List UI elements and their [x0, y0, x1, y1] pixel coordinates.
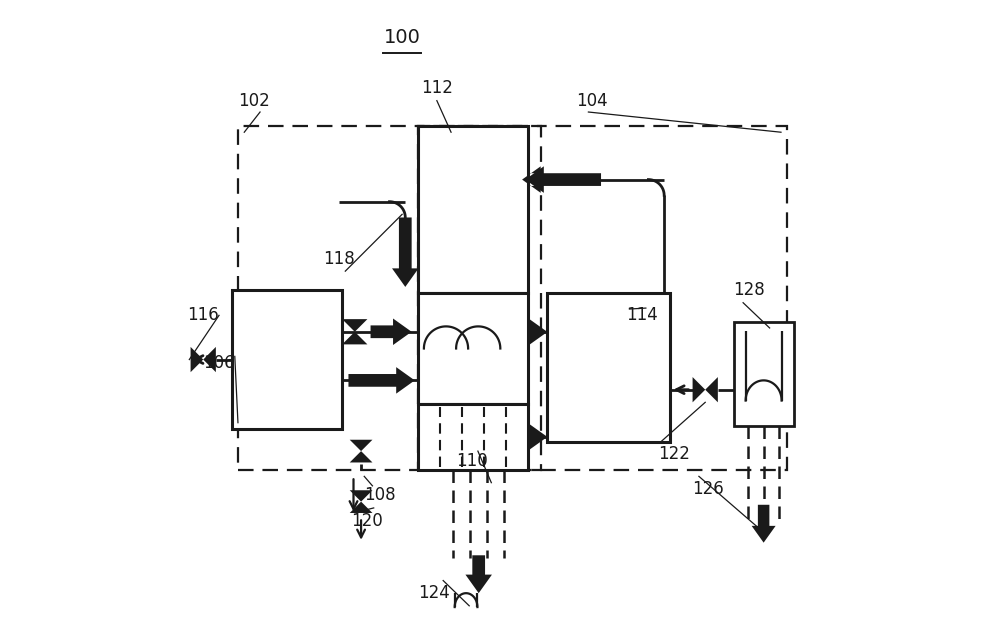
- Polygon shape: [350, 440, 372, 451]
- Polygon shape: [522, 166, 541, 193]
- Polygon shape: [371, 318, 412, 345]
- Text: 126: 126: [693, 480, 724, 498]
- Bar: [418, 126, 787, 470]
- Polygon shape: [350, 490, 372, 501]
- Polygon shape: [342, 319, 367, 332]
- Text: 124: 124: [418, 584, 450, 602]
- Bar: [734, 322, 794, 426]
- Text: 128: 128: [734, 281, 765, 299]
- Polygon shape: [191, 347, 203, 372]
- Bar: [418, 293, 528, 404]
- Bar: [418, 404, 528, 470]
- Text: 122: 122: [658, 445, 690, 463]
- Polygon shape: [350, 451, 372, 462]
- Polygon shape: [528, 318, 547, 345]
- Text: 104: 104: [576, 92, 607, 110]
- Text: 120: 120: [352, 512, 383, 529]
- Polygon shape: [342, 332, 367, 345]
- Polygon shape: [350, 501, 372, 513]
- Text: 110: 110: [456, 452, 487, 469]
- Polygon shape: [203, 347, 216, 372]
- Bar: [547, 293, 670, 441]
- Text: 118: 118: [323, 250, 355, 268]
- Polygon shape: [528, 424, 547, 450]
- Polygon shape: [752, 505, 776, 543]
- Text: 112: 112: [421, 79, 453, 97]
- Bar: [238, 126, 541, 470]
- Polygon shape: [392, 217, 419, 287]
- Polygon shape: [465, 555, 492, 593]
- Text: 116: 116: [187, 306, 219, 324]
- Polygon shape: [705, 377, 718, 403]
- Polygon shape: [693, 377, 705, 403]
- Bar: [418, 126, 528, 293]
- Text: 102: 102: [238, 92, 270, 110]
- Polygon shape: [348, 367, 415, 394]
- Polygon shape: [525, 166, 601, 193]
- Text: 114: 114: [626, 306, 658, 324]
- Text: 100: 100: [384, 28, 421, 47]
- Bar: [232, 290, 342, 429]
- Text: 108: 108: [364, 486, 396, 505]
- Text: 106: 106: [203, 354, 235, 372]
